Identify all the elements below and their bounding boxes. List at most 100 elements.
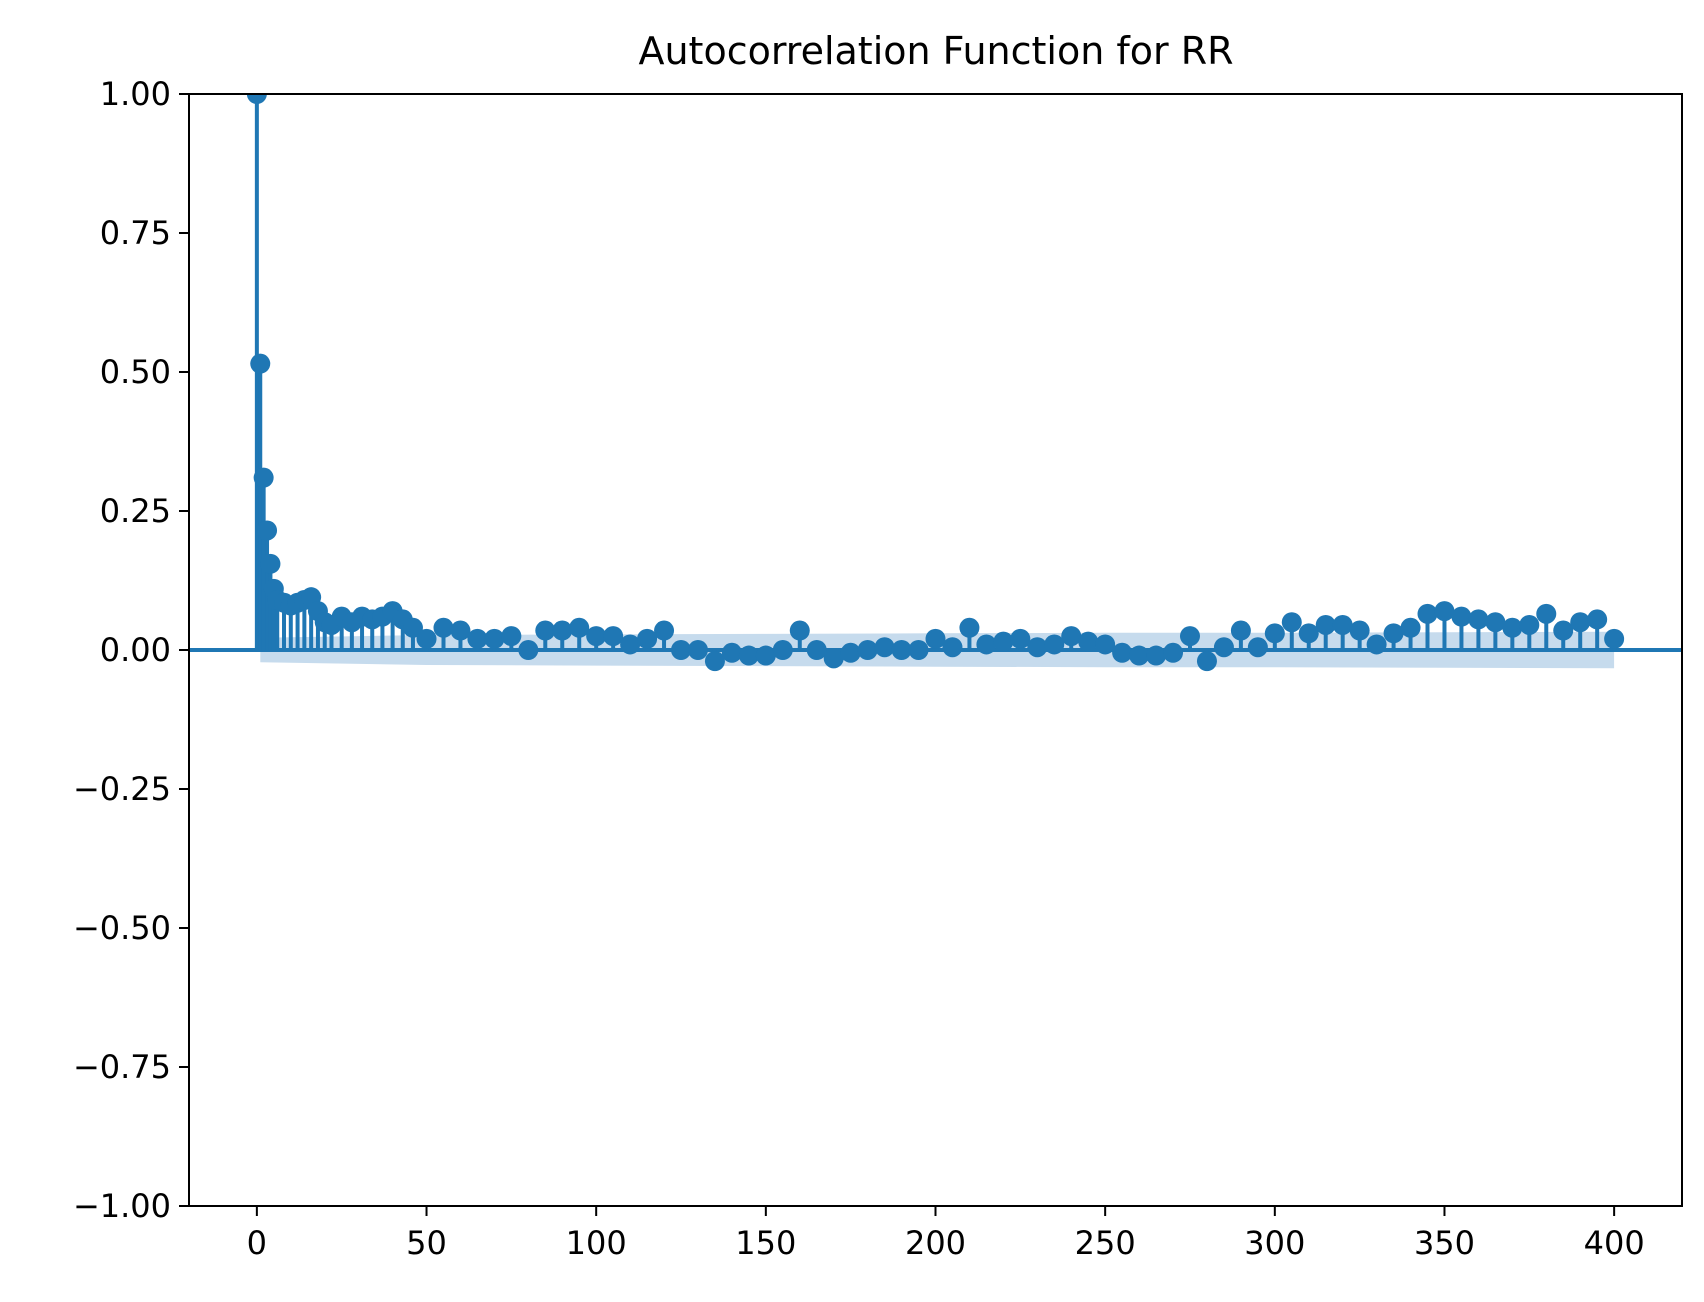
acf-point [908,640,929,660]
acf-point [637,628,658,649]
axes: 0 50 100 150 200 250 300 350 400 1.00 0.75 0.50 0.25… [73,75,1683,1262]
acf-point [1604,628,1625,649]
acf-point [1281,612,1302,633]
acf-point [1061,626,1082,647]
acf-point [1230,620,1251,641]
plot-area [189,94,1682,672]
acf-point [1146,645,1167,666]
y-tick-label: 0.50 [100,353,171,391]
acf-point [1010,628,1031,649]
y-tick-label: 0.25 [100,492,171,530]
acf-point [1400,617,1421,638]
acf-point [1027,637,1048,658]
y-tick-label: −0.75 [73,1048,171,1086]
acf-point [1044,634,1065,655]
x-tick-label: 100 [566,1224,627,1262]
acf-point [1179,626,1200,647]
acf-point [1502,617,1523,638]
acf-point [1163,642,1184,663]
acf-point [552,620,573,641]
acf-point [467,628,488,649]
acf-point [1112,642,1133,663]
acf-point [416,628,437,649]
y-tick-label: −1.00 [73,1187,171,1225]
acf-point [671,640,692,660]
acf-point [450,620,471,641]
acf-point [1129,645,1150,666]
acf-point [1451,606,1472,627]
y-tick-label: 1.00 [100,75,171,113]
acf-point [738,645,759,666]
x-tick-label: 50 [406,1224,447,1262]
acf-point [1095,634,1116,655]
x-tick-label: 150 [735,1224,796,1262]
acf-point [535,620,556,641]
acf-point [620,634,641,655]
plot-inner [189,94,1682,672]
acf-point [603,626,624,647]
y-tick-label: −0.50 [73,909,171,947]
y-tick-label: 0.00 [100,631,171,669]
acf-point [569,617,590,638]
x-tick-label: 300 [1244,1224,1305,1262]
x-tick-label: 0 [247,1224,267,1262]
acf-point [1366,634,1387,655]
acf-point [1332,614,1353,635]
acf-point [772,640,793,660]
acf-point [1468,609,1489,630]
x-tick-label: 200 [905,1224,966,1262]
acf-point [484,628,505,649]
acf-point [1485,612,1506,633]
acf-point [1434,601,1455,622]
acf-point [402,617,423,638]
acf-point [586,626,607,647]
acf-point [1519,614,1540,635]
acf-point [1213,637,1234,658]
acf-point [857,640,878,660]
acf-point [993,631,1014,652]
acf-point [1570,612,1591,633]
acf-point [1196,651,1217,672]
y-tick-label: −0.25 [73,770,171,808]
acf-point [976,634,997,655]
acf-point [789,620,810,641]
acf-point [1536,603,1557,624]
x-tick-label: 250 [1075,1224,1136,1262]
acf-point [518,640,539,660]
x-tick-label: 400 [1584,1224,1645,1262]
acf-point [806,640,827,660]
acf-point [1383,623,1404,644]
acf-point [1078,631,1099,652]
acf-point [654,620,675,641]
acf-point [874,637,895,658]
acf-point [755,645,776,666]
acf-point [1315,614,1336,635]
acf-point [257,520,278,541]
acf-point [433,617,454,638]
acf-point [687,640,708,660]
acf-point [250,353,271,374]
acf-point [891,640,912,660]
acf-point [253,467,274,488]
acf-point [925,628,946,649]
acf-point [1417,603,1438,624]
acf-point [1247,637,1268,658]
chart-title: Autocorrelation Function for RR [638,29,1233,73]
acf-point [704,651,725,672]
acf-point [959,617,980,638]
acf-point [1298,623,1319,644]
acf-point [246,94,267,104]
acf-point [823,648,844,669]
y-tick-label: 0.75 [100,214,171,252]
acf-point [840,642,861,663]
acf-point [721,642,742,663]
acf-point [1264,623,1285,644]
acf-point [1587,609,1608,630]
x-tick-label: 350 [1414,1224,1475,1262]
acf-point [942,637,963,658]
acf-point [1349,620,1370,641]
acf-point [501,626,522,647]
acf-point [260,553,281,574]
